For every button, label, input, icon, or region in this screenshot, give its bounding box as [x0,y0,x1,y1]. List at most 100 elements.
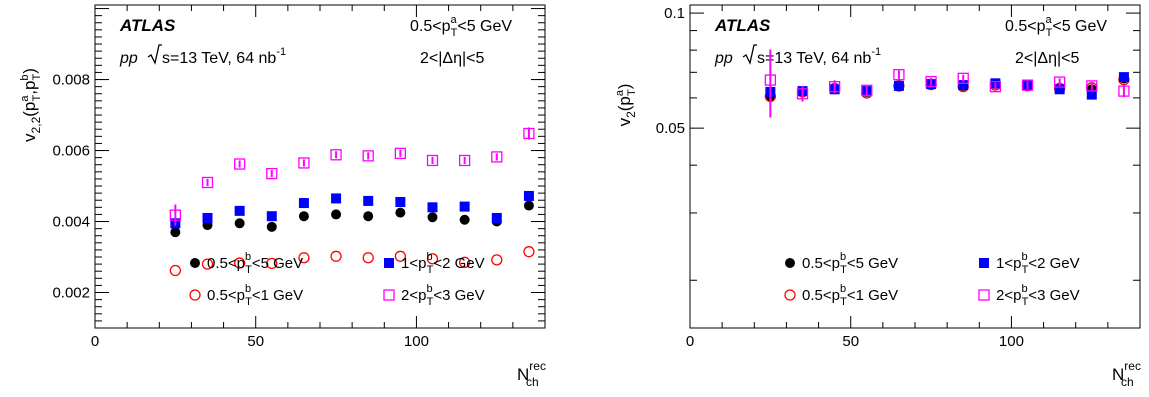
legend-marker [785,258,795,268]
legend-label: 1<pb T<2 GeV [401,251,485,276]
series-3 [170,190,534,229]
data-point [1086,80,1098,92]
x-tick-label: 100 [404,333,429,350]
data-point [893,80,904,91]
legend-marker [784,289,796,301]
legend-entry: 2<pb T<3 GeV [978,283,1080,308]
data-point [298,157,310,169]
data-point [1053,76,1066,88]
data-point [169,264,182,277]
data-point [426,154,439,167]
sqrt-icon [742,44,757,65]
data-point [1054,84,1065,95]
data-point [395,196,406,207]
data-point [266,221,277,232]
data-point [201,176,214,189]
data-point [925,75,937,88]
legend-label: 0.5<pb T<5 GeV [802,251,898,276]
series-1 [765,73,1129,102]
data-point [202,212,213,223]
series-4 [764,49,1130,118]
data-point [523,246,535,258]
data-point [298,252,310,264]
data-point [234,205,245,216]
legend-entry: 0.5<pb T<1 GeV [784,283,898,308]
data-point [491,151,503,163]
data-point [427,212,438,223]
data-point [234,218,245,229]
legend-marker [978,289,990,301]
y-tick-label: 0.006 [52,143,90,160]
data-point [298,198,309,209]
data-point [523,127,535,140]
data-point [958,80,969,91]
data-point [861,84,873,96]
y-tick-label: 0.004 [52,214,90,231]
data-point [362,150,374,162]
legend-entry: 0.5<pb T<1 GeV [189,283,303,308]
data-point [796,88,809,100]
y-axis-label: v2(paT) [614,84,638,127]
energy-label: s=13 TeV, 64 nb-1 [162,46,286,67]
energy-label: s=13 TeV, 64 nb-1 [757,46,881,67]
legend-label: 0.5<pb T<5 GeV [207,251,303,276]
legend-label: 2<pb T<3 GeV [401,283,485,308]
legend-marker [383,289,395,301]
data-point [362,252,374,264]
data-point [266,167,278,180]
series-2 [764,73,1130,103]
data-point [266,257,278,270]
data-point [233,158,246,170]
x-tick-label: 100 [999,333,1024,350]
x-tick-label: 50 [842,333,859,350]
sqrt-icon [147,44,162,65]
data-point [201,258,214,270]
data-point [233,257,246,269]
data-point [330,250,342,262]
data-point [491,212,502,223]
data-point [491,254,503,266]
legend-label: 2<pb T<3 GeV [996,283,1080,308]
data-point [523,200,534,211]
chart-panel-1: 0 50 100 0.002 0.004 0.006 0.008 v2,2(paT,pbT) N… [19,4,546,389]
legend-label: 1<pb T<2 GeV [996,251,1080,276]
data-point [459,214,470,225]
data-point [1086,89,1097,100]
data-point [363,195,374,206]
x-axis-label: Nrec ch [1112,359,1141,389]
data-point [331,209,342,220]
experiment-label: ATLAS [714,16,771,35]
y-axis-label: v2,2(paT,pbT) [19,68,43,142]
legend-entry: 1<pb T<2 GeV [979,251,1080,276]
deta-cut-label: 2<|Δη|<5 [1015,50,1079,67]
legend-label: 0.5<pb T<1 GeV [207,283,303,308]
data-point [266,211,277,222]
data-point [363,211,374,222]
series-1 [170,200,534,238]
x-tick-label: 50 [247,333,264,350]
legend-marker [384,258,394,268]
legend-marker [189,289,201,301]
data-point [330,149,342,161]
legend-marker [190,258,200,268]
series-2 [169,246,535,277]
data-point [828,81,841,93]
data-point [427,202,438,213]
y-tick-label: 0.1 [664,5,685,22]
data-point [298,211,309,222]
data-point [394,250,407,262]
data-point [1021,79,1034,91]
x-tick-label: 0 [91,333,99,350]
data-point [1118,72,1129,83]
system-label: pp [119,50,138,67]
data-point [893,69,905,81]
chart-panel-2: 0 50 100 0.05 0.1 v2(paT) Nrec ch ATLAS pp s=13 Te… [614,4,1141,389]
y-tick-label: 0.05 [656,120,685,137]
system-label: pp [714,50,733,67]
legend-entry: 0.5<pb T<5 GeV [785,251,898,276]
y-tick-label: 0.008 [52,72,90,89]
data-point [957,72,969,84]
deta-cut-label: 2<|Δη|<5 [420,50,484,67]
y-tick-label: 0.002 [52,285,90,302]
